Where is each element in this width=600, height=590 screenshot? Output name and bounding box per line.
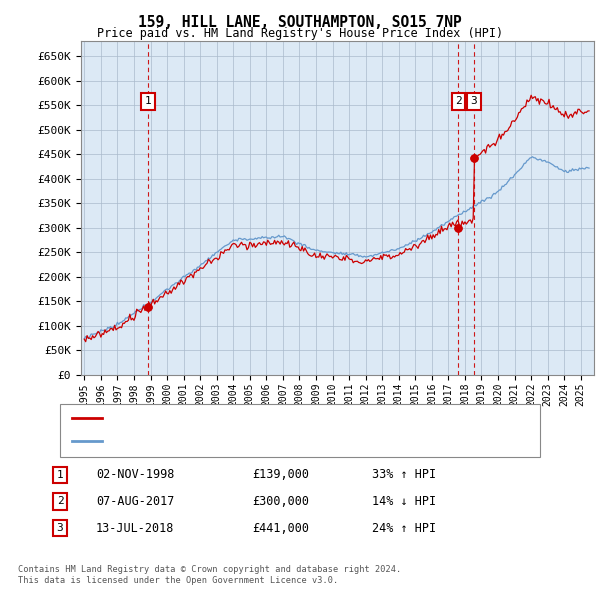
Text: £300,000: £300,000 — [252, 495, 309, 508]
Text: 33% ↑ HPI: 33% ↑ HPI — [372, 468, 436, 481]
Text: 1: 1 — [145, 96, 151, 106]
Text: 14% ↓ HPI: 14% ↓ HPI — [372, 495, 436, 508]
Text: HPI: Average price, detached house, Southampton: HPI: Average price, detached house, Sout… — [108, 437, 402, 446]
Text: £139,000: £139,000 — [252, 468, 309, 481]
Text: 13-JUL-2018: 13-JUL-2018 — [96, 522, 175, 535]
Text: 2: 2 — [455, 96, 461, 106]
Text: 24% ↑ HPI: 24% ↑ HPI — [372, 522, 436, 535]
Text: 3: 3 — [470, 96, 477, 106]
Text: Contains HM Land Registry data © Crown copyright and database right 2024.: Contains HM Land Registry data © Crown c… — [18, 565, 401, 574]
Text: This data is licensed under the Open Government Licence v3.0.: This data is licensed under the Open Gov… — [18, 576, 338, 585]
Text: 2: 2 — [56, 497, 64, 506]
Text: Price paid vs. HM Land Registry's House Price Index (HPI): Price paid vs. HM Land Registry's House … — [97, 27, 503, 40]
Text: 07-AUG-2017: 07-AUG-2017 — [96, 495, 175, 508]
Text: 159, HILL LANE, SOUTHAMPTON, SO15 7NP (detached house): 159, HILL LANE, SOUTHAMPTON, SO15 7NP (d… — [108, 413, 445, 422]
Text: 1: 1 — [56, 470, 64, 480]
Text: £441,000: £441,000 — [252, 522, 309, 535]
Text: 02-NOV-1998: 02-NOV-1998 — [96, 468, 175, 481]
Text: 159, HILL LANE, SOUTHAMPTON, SO15 7NP: 159, HILL LANE, SOUTHAMPTON, SO15 7NP — [138, 15, 462, 30]
Text: 3: 3 — [56, 523, 64, 533]
